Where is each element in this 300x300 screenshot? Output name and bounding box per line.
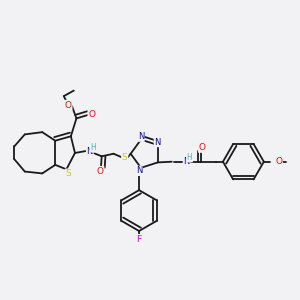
Text: O: O [65,100,72,109]
Text: O: O [88,110,95,119]
Text: S: S [65,169,71,178]
Text: O: O [199,143,206,152]
Text: N: N [183,157,190,166]
Text: N: N [136,166,142,175]
Text: H: H [90,143,96,152]
Text: O: O [275,157,282,166]
Text: F: F [136,235,142,244]
Text: O: O [97,167,104,176]
Text: N: N [87,147,93,156]
Text: N: N [138,132,144,141]
Text: N: N [154,137,161,146]
Text: H: H [187,153,192,162]
Text: S: S [122,153,128,162]
